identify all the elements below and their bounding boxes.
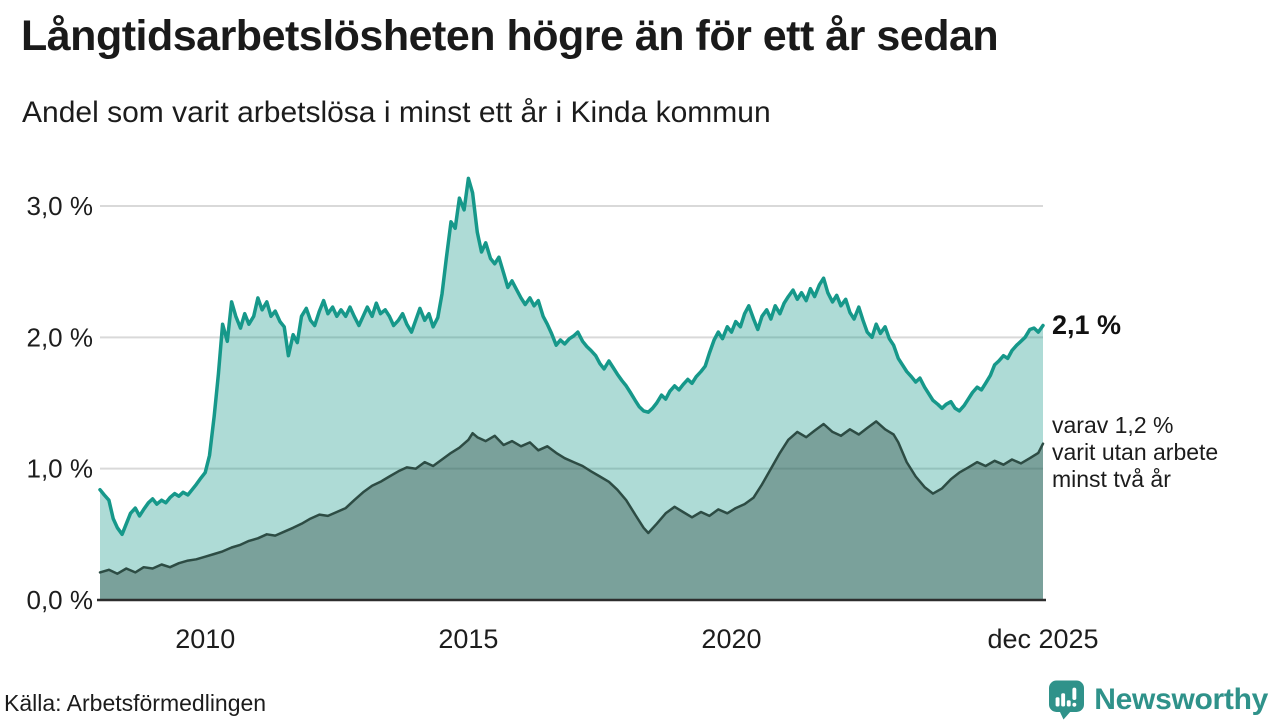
area-series-0 [100, 178, 1043, 600]
secondary-value-line2: varit utan arbete [1052, 439, 1219, 465]
y-tick-label: 1,0 % [27, 454, 94, 484]
unemployment-area-chart: 0,0 % 1,0 % 2,0 % 3,0 % 2010 2015 2020 dec 2025 [27, 176, 1099, 654]
secondary-value-label: varav 1,2 % varit utan arbete minst två … [1052, 412, 1272, 493]
chart-subtitle: Andel som varit arbetslösa i minst ett å… [22, 96, 771, 129]
newsworthy-logo[interactable]: Newsworthy [1047, 679, 1268, 720]
x-tick-label: dec 2025 [987, 624, 1098, 654]
latest-value-label: 2,1 % [1052, 310, 1122, 340]
secondary-value-line3: minst två år [1052, 466, 1171, 492]
newsworthy-pin-icon [1049, 680, 1085, 720]
area-series-1 [100, 421, 1043, 600]
x-tick-label: 2020 [701, 624, 761, 654]
secondary-value-line1: varav 1,2 % [1052, 412, 1174, 438]
x-tick-label: 2010 [175, 624, 235, 654]
y-tick-label: 3,0 % [27, 191, 94, 221]
line-series-1 [98, 420, 1045, 575]
y-tick-label: 0,0 % [27, 585, 94, 615]
x-tick-label: 2015 [438, 624, 498, 654]
page-title: Långtidsarbetslösheten högre än för ett … [21, 12, 999, 60]
line-series-0 [98, 176, 1045, 537]
source-credit: Källa: Arbetsförmedlingen [4, 690, 267, 716]
newsworthy-wordmark: Newsworthy [1094, 683, 1268, 716]
y-tick-label: 2,0 % [27, 322, 94, 352]
